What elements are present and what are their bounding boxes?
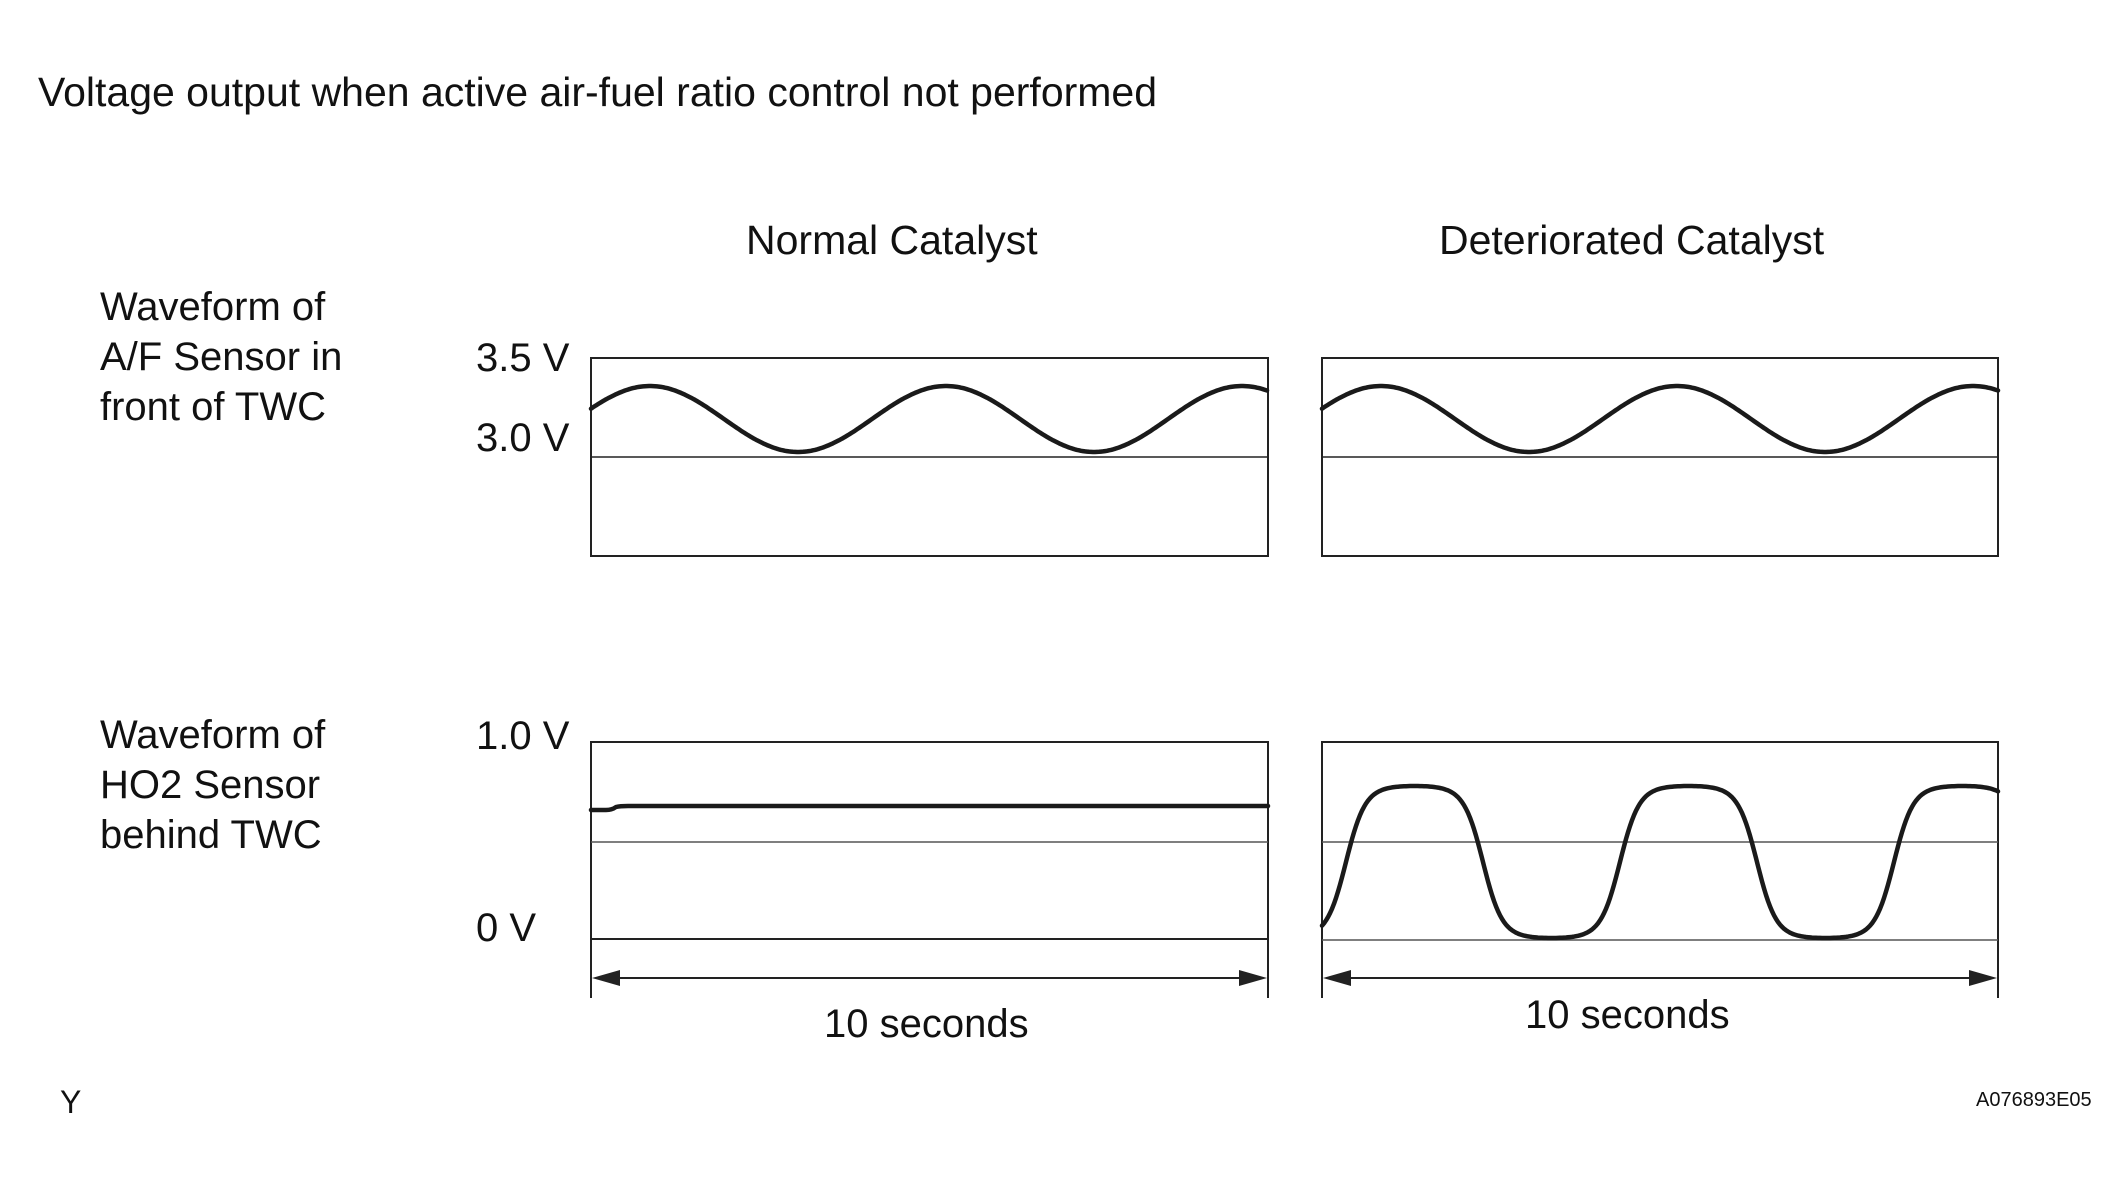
af-normal-waveform [588, 383, 1270, 455]
arrowhead-normal-left [592, 970, 620, 986]
figure-title: Voltage output when active air-fuel rati… [38, 69, 1158, 115]
arrowhead-deteriorated-left [1323, 970, 1351, 986]
arrowhead-deteriorated-right [1969, 970, 1997, 986]
af-ref-voltage-label: 3.0 V [476, 416, 570, 460]
figure-code: A076893E05 [1976, 1089, 2092, 1111]
ho2-deteriorated-panel [1321, 741, 1999, 998]
duration-label-normal: 10 seconds [824, 1002, 1029, 1046]
deteriorated-catalyst-heading: Deteriorated Catalyst [1439, 217, 1825, 263]
af-deteriorated-waveform [1319, 383, 2001, 455]
ho2-zero-voltage-label: 0 V [476, 906, 537, 950]
ho2-sensor-row-label: Waveform of HO2 Sensor behind TWC [100, 713, 326, 857]
ho2-deteriorated-waveform [1319, 783, 2001, 941]
af-upper-voltage-label: 3.5 V [476, 336, 570, 380]
duration-label-deteriorated: 10 seconds [1525, 993, 1730, 1037]
corner-letter: Y [60, 1084, 82, 1120]
ho2-normal-panel [590, 741, 1269, 998]
af-sensor-row-label: Waveform of A/F Sensor in front of TWC [100, 285, 343, 429]
ho2-upper-voltage-label: 1.0 V [476, 714, 570, 758]
ho2-normal-waveform [588, 803, 1271, 813]
arrowhead-normal-right [1239, 970, 1267, 986]
normal-catalyst-heading: Normal Catalyst [746, 217, 1038, 263]
